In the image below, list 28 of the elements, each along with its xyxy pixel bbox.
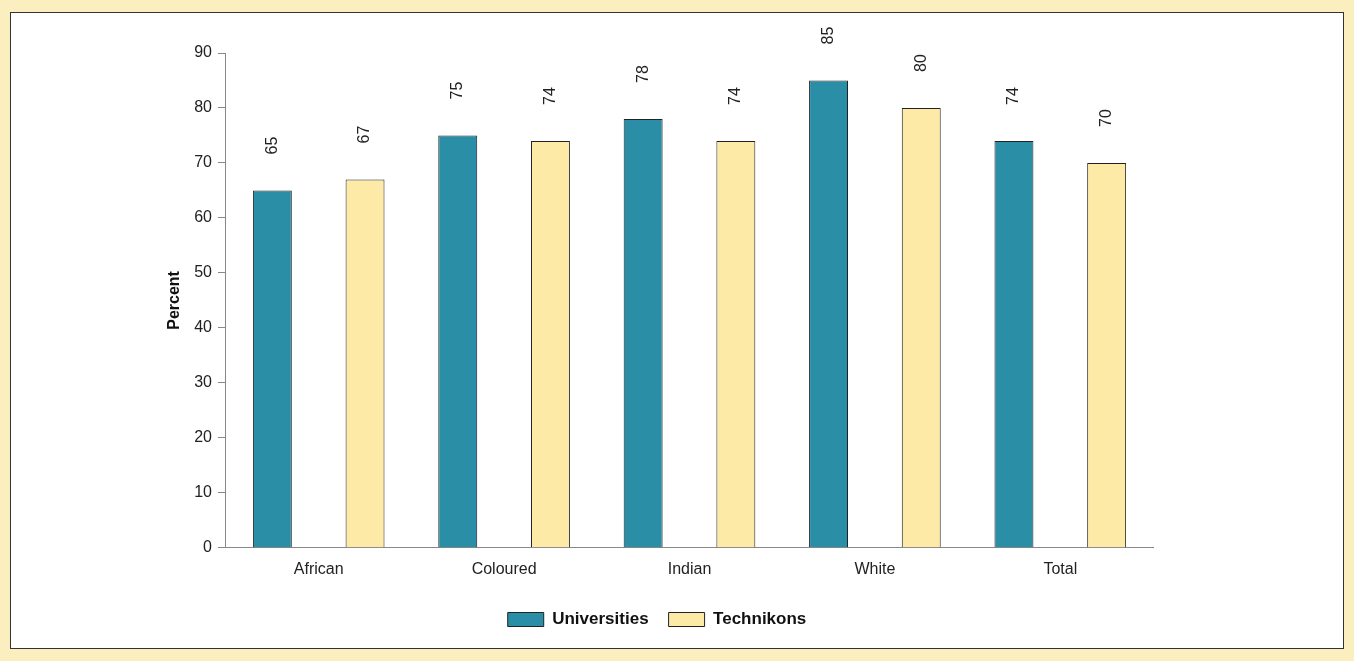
data-label: 78 — [633, 65, 651, 83]
y-tick-label: 70 — [194, 153, 213, 171]
y-tick-label: 90 — [194, 43, 213, 61]
data-label: 80 — [911, 54, 929, 72]
data-label: 75 — [448, 81, 466, 100]
y-tick-label: 80 — [194, 98, 213, 116]
x-tick-label: Indian — [667, 559, 712, 577]
y-tick-label: 40 — [194, 318, 213, 336]
y-tick-label: 30 — [194, 373, 213, 391]
legend-label: Technikons — [713, 609, 807, 629]
y-tick-label: 60 — [194, 208, 213, 226]
y-axis-title: Percent — [165, 270, 183, 330]
y-tick-label: 0 — [203, 538, 213, 556]
y-tick-label: 10 — [194, 483, 213, 501]
y-tick-label: 50 — [194, 263, 213, 281]
x-tick-label: Total — [1043, 559, 1078, 577]
data-label: 74 — [726, 87, 744, 105]
legend-label: Universities — [552, 609, 649, 629]
data-label: 65 — [262, 136, 280, 155]
data-label: 74 — [1004, 87, 1022, 105]
x-tick-label: Coloured — [471, 559, 537, 577]
data-label: 85 — [818, 26, 836, 45]
data-label: 67 — [355, 125, 373, 144]
data-label: 70 — [1097, 109, 1115, 127]
x-tick-label: African — [293, 559, 344, 577]
data-label: 74 — [540, 87, 558, 105]
y-tick-label: 20 — [194, 428, 213, 446]
x-tick-label: White — [854, 559, 896, 577]
